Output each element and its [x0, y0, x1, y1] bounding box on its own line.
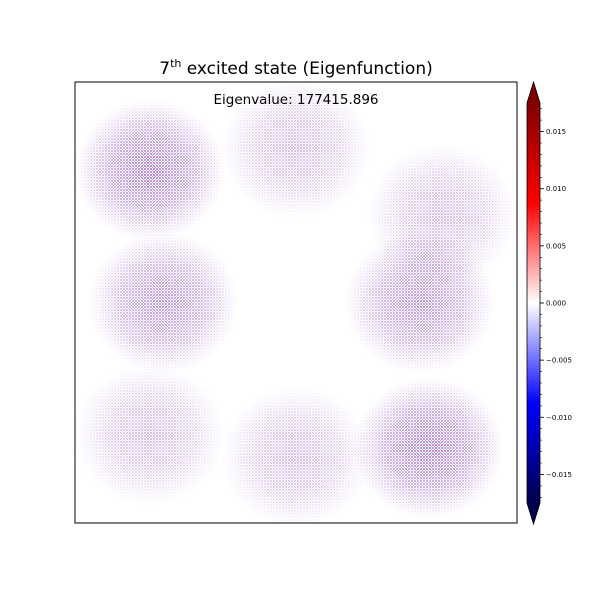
- heatmap-field: [75, 82, 517, 523]
- colorbar-tick-label: −0.015: [546, 471, 572, 479]
- colorbar-tick-label: 0.000: [546, 300, 566, 308]
- chart-title: 7th excited state (Eigenfunction): [159, 57, 433, 79]
- colorbar-outline: [526, 80, 541, 526]
- colorbar-tick-label: 0.010: [546, 185, 566, 193]
- colorbar-tick-label: 0.015: [546, 128, 566, 136]
- colorbar: −0.015 −0.010 −0.005 0.000 0.005 0.010 0.015: [526, 80, 572, 526]
- heatmap-plot-area: Eigenvalue: 177415.896: [74, 81, 518, 524]
- title-rest: excited state (Eigenfunction): [181, 59, 432, 79]
- eigenvalue-annotation: Eigenvalue: 177415.896: [213, 92, 378, 108]
- colorbar-ticks: −0.015 −0.010 −0.005 0.000 0.005 0.010 0.015: [540, 108, 572, 498]
- colorbar-tick-label: 0.005: [546, 242, 566, 250]
- title-superscript: th: [170, 57, 181, 70]
- heatmap-lobe: [75, 82, 517, 523]
- colorbar-tick-label: −0.005: [546, 357, 572, 365]
- colorbar-extend-bottom: [527, 503, 540, 524]
- plot-frame: [74, 81, 518, 524]
- title-base: 7: [159, 59, 170, 79]
- colorbar-tick-label: −0.010: [546, 414, 572, 422]
- colorbar-extend-top: [527, 82, 540, 103]
- colorbar-body: [527, 103, 540, 503]
